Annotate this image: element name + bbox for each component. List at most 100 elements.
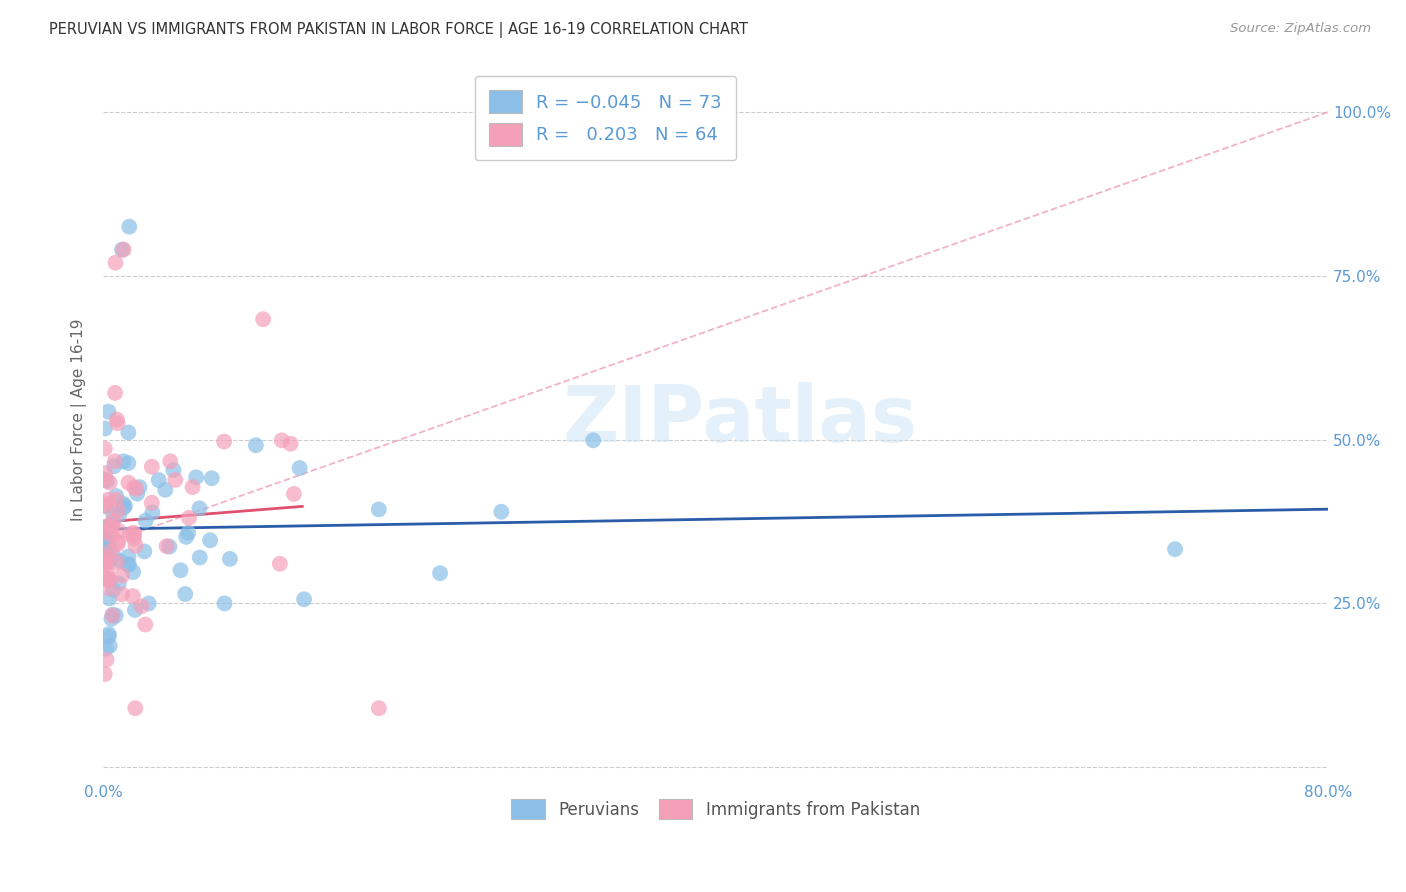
Point	[103, 582, 125, 597]
Point	[582, 434, 605, 448]
Point	[97, 492, 120, 507]
Point	[117, 475, 139, 490]
Point	[367, 701, 389, 715]
Point	[156, 539, 179, 553]
Point	[124, 701, 146, 715]
Point	[107, 524, 129, 538]
Point	[124, 527, 146, 541]
Point	[107, 537, 129, 551]
Point	[98, 475, 121, 490]
Point	[105, 489, 128, 503]
Point	[283, 487, 305, 501]
Point	[94, 421, 117, 435]
Point	[93, 442, 115, 456]
Point	[135, 514, 157, 528]
Point	[93, 667, 115, 681]
Point	[288, 461, 311, 475]
Text: Source: ZipAtlas.com: Source: ZipAtlas.com	[1230, 22, 1371, 36]
Point	[112, 500, 135, 515]
Point	[112, 243, 135, 257]
Point	[96, 533, 118, 548]
Point	[97, 404, 120, 418]
Point	[112, 497, 135, 511]
Point	[94, 467, 117, 481]
Point	[104, 608, 127, 623]
Point	[1164, 542, 1187, 557]
Point	[103, 459, 125, 474]
Point	[93, 538, 115, 552]
Point	[96, 474, 118, 488]
Point	[101, 528, 124, 542]
Point	[117, 425, 139, 440]
Point	[98, 639, 121, 653]
Point	[131, 599, 153, 614]
Point	[159, 454, 181, 468]
Point	[114, 499, 136, 513]
Point	[117, 549, 139, 564]
Point	[174, 587, 197, 601]
Text: ZIPatlas: ZIPatlas	[562, 382, 918, 458]
Point	[105, 412, 128, 426]
Point	[97, 534, 120, 549]
Point	[101, 608, 124, 623]
Point	[94, 641, 117, 656]
Point	[108, 554, 131, 568]
Point	[491, 505, 513, 519]
Point	[94, 525, 117, 540]
Point	[141, 506, 163, 520]
Text: PERUVIAN VS IMMIGRANTS FROM PAKISTAN IN LABOR FORCE | AGE 16-19 CORRELATION CHAR: PERUVIAN VS IMMIGRANTS FROM PAKISTAN IN …	[49, 22, 748, 38]
Point	[93, 472, 115, 486]
Point	[97, 550, 120, 565]
Point	[118, 219, 141, 234]
Point	[97, 566, 120, 581]
Point	[98, 591, 121, 606]
Point	[101, 514, 124, 528]
Point	[93, 555, 115, 569]
Point	[118, 558, 141, 572]
Point	[101, 607, 124, 622]
Point	[125, 482, 148, 496]
Point	[128, 480, 150, 494]
Point	[101, 516, 124, 530]
Point	[93, 527, 115, 541]
Point	[112, 454, 135, 468]
Point	[111, 243, 134, 257]
Point	[245, 438, 267, 452]
Point	[107, 534, 129, 549]
Y-axis label: In Labor Force | Age 16-19: In Labor Force | Age 16-19	[72, 318, 87, 521]
Point	[100, 544, 122, 558]
Point	[367, 502, 389, 516]
Point	[155, 483, 177, 497]
Point	[169, 563, 191, 577]
Point	[219, 552, 242, 566]
Point	[94, 572, 117, 586]
Point	[117, 456, 139, 470]
Point	[280, 436, 302, 450]
Point	[93, 499, 115, 513]
Point	[104, 454, 127, 468]
Point	[124, 603, 146, 617]
Point	[97, 581, 120, 595]
Point	[107, 416, 129, 430]
Point	[252, 312, 274, 326]
Point	[104, 385, 127, 400]
Point	[93, 499, 115, 513]
Point	[181, 480, 204, 494]
Point	[97, 572, 120, 586]
Point	[103, 507, 125, 521]
Point	[105, 555, 128, 569]
Point	[188, 501, 211, 516]
Point	[122, 532, 145, 546]
Point	[198, 533, 221, 548]
Point	[117, 558, 139, 572]
Point	[429, 566, 451, 581]
Point	[134, 544, 156, 558]
Point	[98, 539, 121, 553]
Point	[111, 587, 134, 601]
Point	[177, 525, 200, 540]
Point	[104, 492, 127, 507]
Point	[141, 459, 163, 474]
Point	[97, 534, 120, 549]
Point	[111, 568, 134, 582]
Point	[269, 557, 291, 571]
